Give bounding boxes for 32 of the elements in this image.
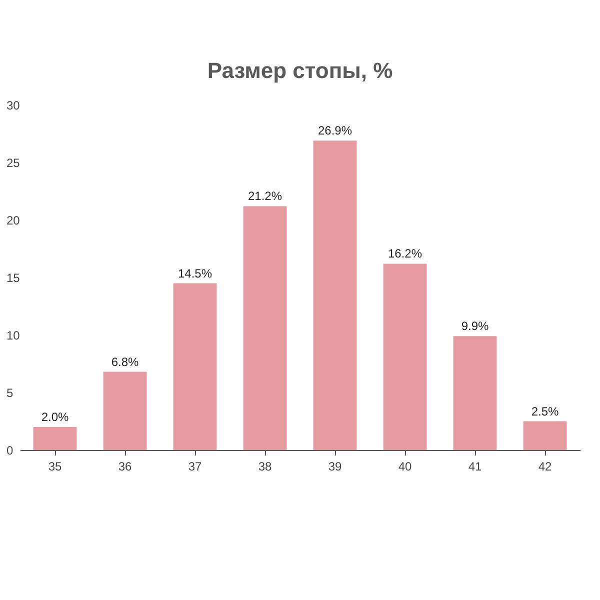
bar — [383, 264, 427, 450]
y-tick-label: 10 — [6, 328, 20, 342]
bar — [33, 427, 77, 450]
bar — [173, 283, 217, 450]
chart-title: Размер стопы, % — [207, 58, 393, 83]
data-label: 2.0% — [41, 410, 69, 424]
bar — [523, 421, 567, 450]
bar — [313, 140, 357, 450]
y-tick-label: 0 — [6, 444, 14, 458]
data-label: 14.5% — [178, 266, 212, 280]
data-label: 26.9% — [318, 124, 352, 138]
data-label: 9.9% — [461, 319, 489, 334]
x-tick-label: 40 — [398, 460, 412, 474]
y-tick-label: 30 — [6, 98, 20, 112]
bar — [103, 372, 147, 450]
y-tick-label: 25 — [6, 156, 20, 170]
data-label: 2.5% — [531, 404, 559, 418]
x-tick-label: 38 — [258, 460, 272, 474]
y-tick-label: 20 — [6, 214, 20, 228]
x-tick-label: 41 — [468, 460, 482, 474]
x-tick-label: 42 — [538, 460, 552, 474]
bar — [453, 336, 497, 450]
data-label: 21.2% — [248, 189, 282, 204]
data-label: 6.8% — [111, 354, 139, 369]
x-tick-label: 37 — [188, 460, 202, 474]
y-tick-label: 15 — [6, 271, 20, 285]
x-tick-label: 39 — [328, 460, 342, 474]
x-tick-label: 35 — [48, 460, 62, 474]
data-label: 16.2% — [388, 246, 422, 261]
x-tick-label: 36 — [118, 460, 132, 474]
bar — [243, 206, 287, 450]
y-tick-label: 5 — [6, 386, 14, 400]
